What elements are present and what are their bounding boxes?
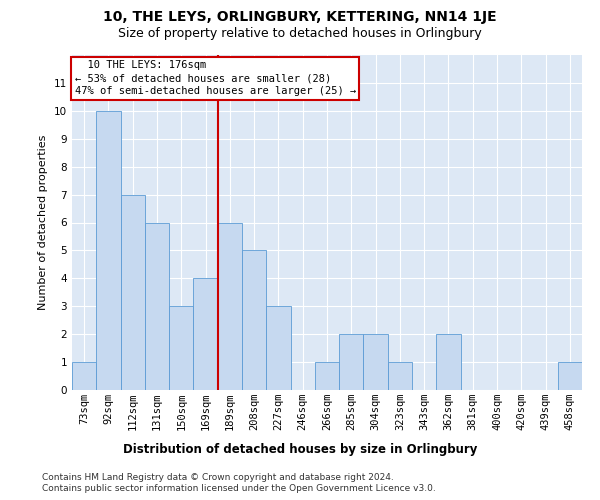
Text: 10, THE LEYS, ORLINGBURY, KETTERING, NN14 1JE: 10, THE LEYS, ORLINGBURY, KETTERING, NN1… [103,10,497,24]
Bar [169,306,193,390]
Bar [121,194,145,390]
Bar [266,306,290,390]
Bar [242,250,266,390]
Text: Distribution of detached houses by size in Orlingbury: Distribution of detached houses by size … [123,442,477,456]
Text: Contains HM Land Registry data © Crown copyright and database right 2024.: Contains HM Land Registry data © Crown c… [42,472,394,482]
Bar [364,334,388,390]
Text: Contains public sector information licensed under the Open Government Licence v3: Contains public sector information licen… [42,484,436,493]
Bar [218,222,242,390]
Text: Size of property relative to detached houses in Orlingbury: Size of property relative to detached ho… [118,28,482,40]
Bar [388,362,412,390]
Bar [96,111,121,390]
Y-axis label: Number of detached properties: Number of detached properties [38,135,49,310]
Bar [193,278,218,390]
Bar [436,334,461,390]
Bar [145,222,169,390]
Text: 10 THE LEYS: 176sqm
← 53% of detached houses are smaller (28)
47% of semi-detach: 10 THE LEYS: 176sqm ← 53% of detached ho… [74,60,356,96]
Bar [315,362,339,390]
Bar [72,362,96,390]
Bar [339,334,364,390]
Bar [558,362,582,390]
